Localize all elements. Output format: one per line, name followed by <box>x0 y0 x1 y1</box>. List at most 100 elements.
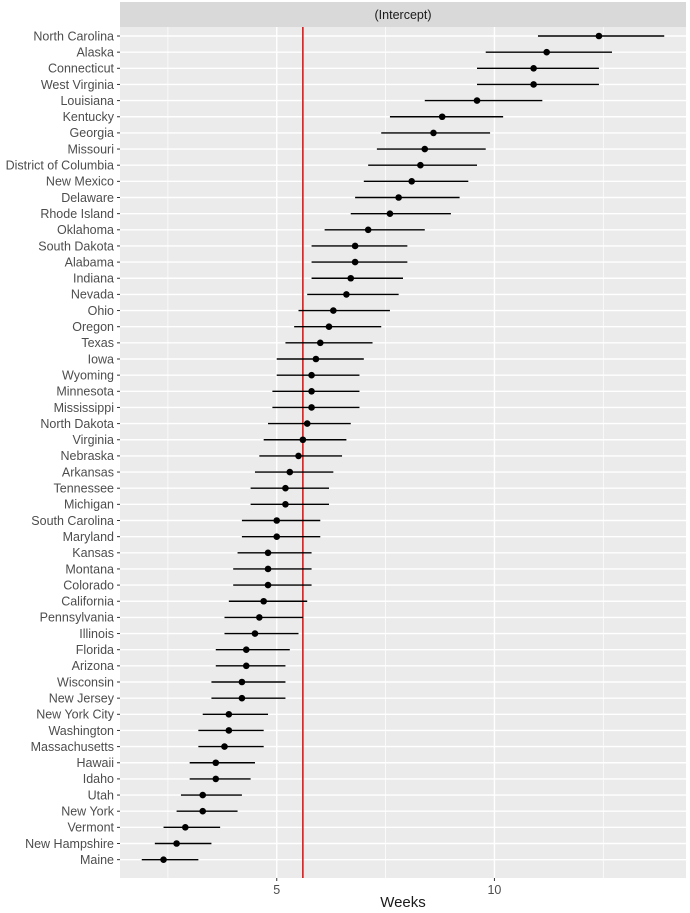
x-tick-label: 10 <box>487 883 501 897</box>
y-tick-label: Rhode Island <box>40 207 114 221</box>
y-tick-label: Nevada <box>71 288 114 302</box>
y-tick-label: Massachusetts <box>31 740 114 754</box>
state-estimates <box>141 32 665 863</box>
y-tick-label: Maryland <box>63 530 114 544</box>
y-tick-label: Louisiana <box>60 94 114 108</box>
point-estimate <box>595 32 603 40</box>
point-estimate <box>264 549 272 557</box>
y-tick-label: South Dakota <box>38 239 114 253</box>
point-estimate <box>282 501 289 508</box>
point-estimate <box>199 791 207 799</box>
point-estimate <box>282 484 289 492</box>
y-tick-label: Florida <box>76 643 114 657</box>
facet-strip <box>120 2 686 27</box>
point-estimate <box>417 161 424 169</box>
point-estimate <box>160 856 167 863</box>
facet-strip-label: (Intercept) <box>375 8 432 22</box>
y-tick-label: Connecticut <box>48 62 115 76</box>
y-tick-label: Delaware <box>61 191 114 205</box>
point-estimate <box>212 759 220 767</box>
point-estimate <box>273 533 281 540</box>
point-estimate <box>351 258 359 266</box>
y-tick-label: Minnesota <box>56 385 114 399</box>
y-tick-label: Iowa <box>88 352 114 366</box>
point-estimate <box>303 420 311 427</box>
point-estimate <box>199 807 207 815</box>
point-estimate <box>408 178 416 185</box>
y-tick-label: Illinois <box>79 627 114 641</box>
y-tick-label: North Carolina <box>33 29 114 43</box>
y-tick-label: Utah <box>88 788 114 802</box>
x-axis-ticks: 5 10 <box>273 878 501 897</box>
x-axis-title: Weeks <box>380 894 426 911</box>
y-tick-label: Wisconsin <box>57 675 114 689</box>
point-estimate <box>530 65 537 72</box>
y-tick-label: Tennessee <box>54 482 115 496</box>
point-estimate <box>256 614 263 621</box>
y-tick-label: New Mexico <box>46 175 114 189</box>
point-estimate <box>351 242 359 250</box>
point-estimate <box>238 678 246 686</box>
y-tick-label: West Virginia <box>41 78 114 92</box>
y-tick-label: Colorado <box>63 578 114 592</box>
y-tick-label: Mississippi <box>54 401 114 415</box>
point-estimate <box>347 274 355 282</box>
point-estimate <box>364 226 372 234</box>
y-tick-label: Nebraska <box>61 449 115 463</box>
y-tick-label: Vermont <box>67 821 114 835</box>
y-tick-label: California <box>61 595 114 609</box>
point-estimate <box>225 711 233 718</box>
y-tick-label: Indiana <box>73 272 114 286</box>
point-estimate <box>242 646 250 653</box>
point-estimate <box>438 113 446 121</box>
point-estimate <box>316 339 324 347</box>
y-tick-label: Virginia <box>73 433 115 447</box>
y-tick-label: Oregon <box>72 320 114 334</box>
point-estimate <box>260 597 267 605</box>
y-tick-label: Michigan <box>64 498 114 512</box>
y-tick-label: Arkansas <box>62 465 114 479</box>
point-estimate <box>430 129 437 137</box>
point-estimate <box>182 824 189 831</box>
y-tick-label: Texas <box>81 336 114 350</box>
y-tick-label: Ohio <box>88 304 114 318</box>
point-estimate <box>421 145 429 153</box>
point-estimate <box>308 371 315 379</box>
point-estimate <box>212 775 220 783</box>
y-tick-label: Missouri <box>67 142 114 156</box>
point-estimate <box>473 97 481 104</box>
point-estimate <box>295 452 302 460</box>
point-estimate <box>343 291 350 298</box>
y-tick-label: Idaho <box>83 772 114 786</box>
y-tick-label: Kentucky <box>63 110 115 124</box>
y-tick-label: Alabama <box>65 255 114 269</box>
point-estimate <box>299 436 307 444</box>
y-tick-label: Montana <box>65 562 114 576</box>
point-estimate <box>264 581 272 589</box>
point-estimate <box>221 743 228 750</box>
y-tick-label: Arizona <box>72 659 114 673</box>
y-tick-label: New York <box>61 805 115 819</box>
y-tick-label: Hawaii <box>76 756 114 770</box>
y-tick-label: South Carolina <box>31 514 114 528</box>
point-estimate <box>286 468 294 476</box>
y-tick-label: Washington <box>48 724 114 738</box>
y-tick-label: Alaska <box>76 45 114 59</box>
point-estimate <box>225 727 233 734</box>
y-axis-labels: North Carolina Alaska Connecticut West Virg… <box>6 29 120 867</box>
point-estimate <box>312 355 320 363</box>
y-tick-label: Oklahoma <box>57 223 114 237</box>
point-estimate <box>386 210 394 217</box>
point-estimate <box>251 630 259 637</box>
y-tick-label: New Jersey <box>49 691 115 705</box>
y-tick-label: New York City <box>36 708 115 722</box>
y-tick-label: District of Columbia <box>6 159 114 173</box>
plot-panel <box>120 27 686 878</box>
point-estimate <box>242 662 250 670</box>
point-estimate <box>530 81 537 88</box>
point-estimate <box>273 517 281 524</box>
point-estimate <box>330 307 337 314</box>
y-tick-label: Kansas <box>72 546 114 560</box>
point-estimate <box>238 694 246 702</box>
